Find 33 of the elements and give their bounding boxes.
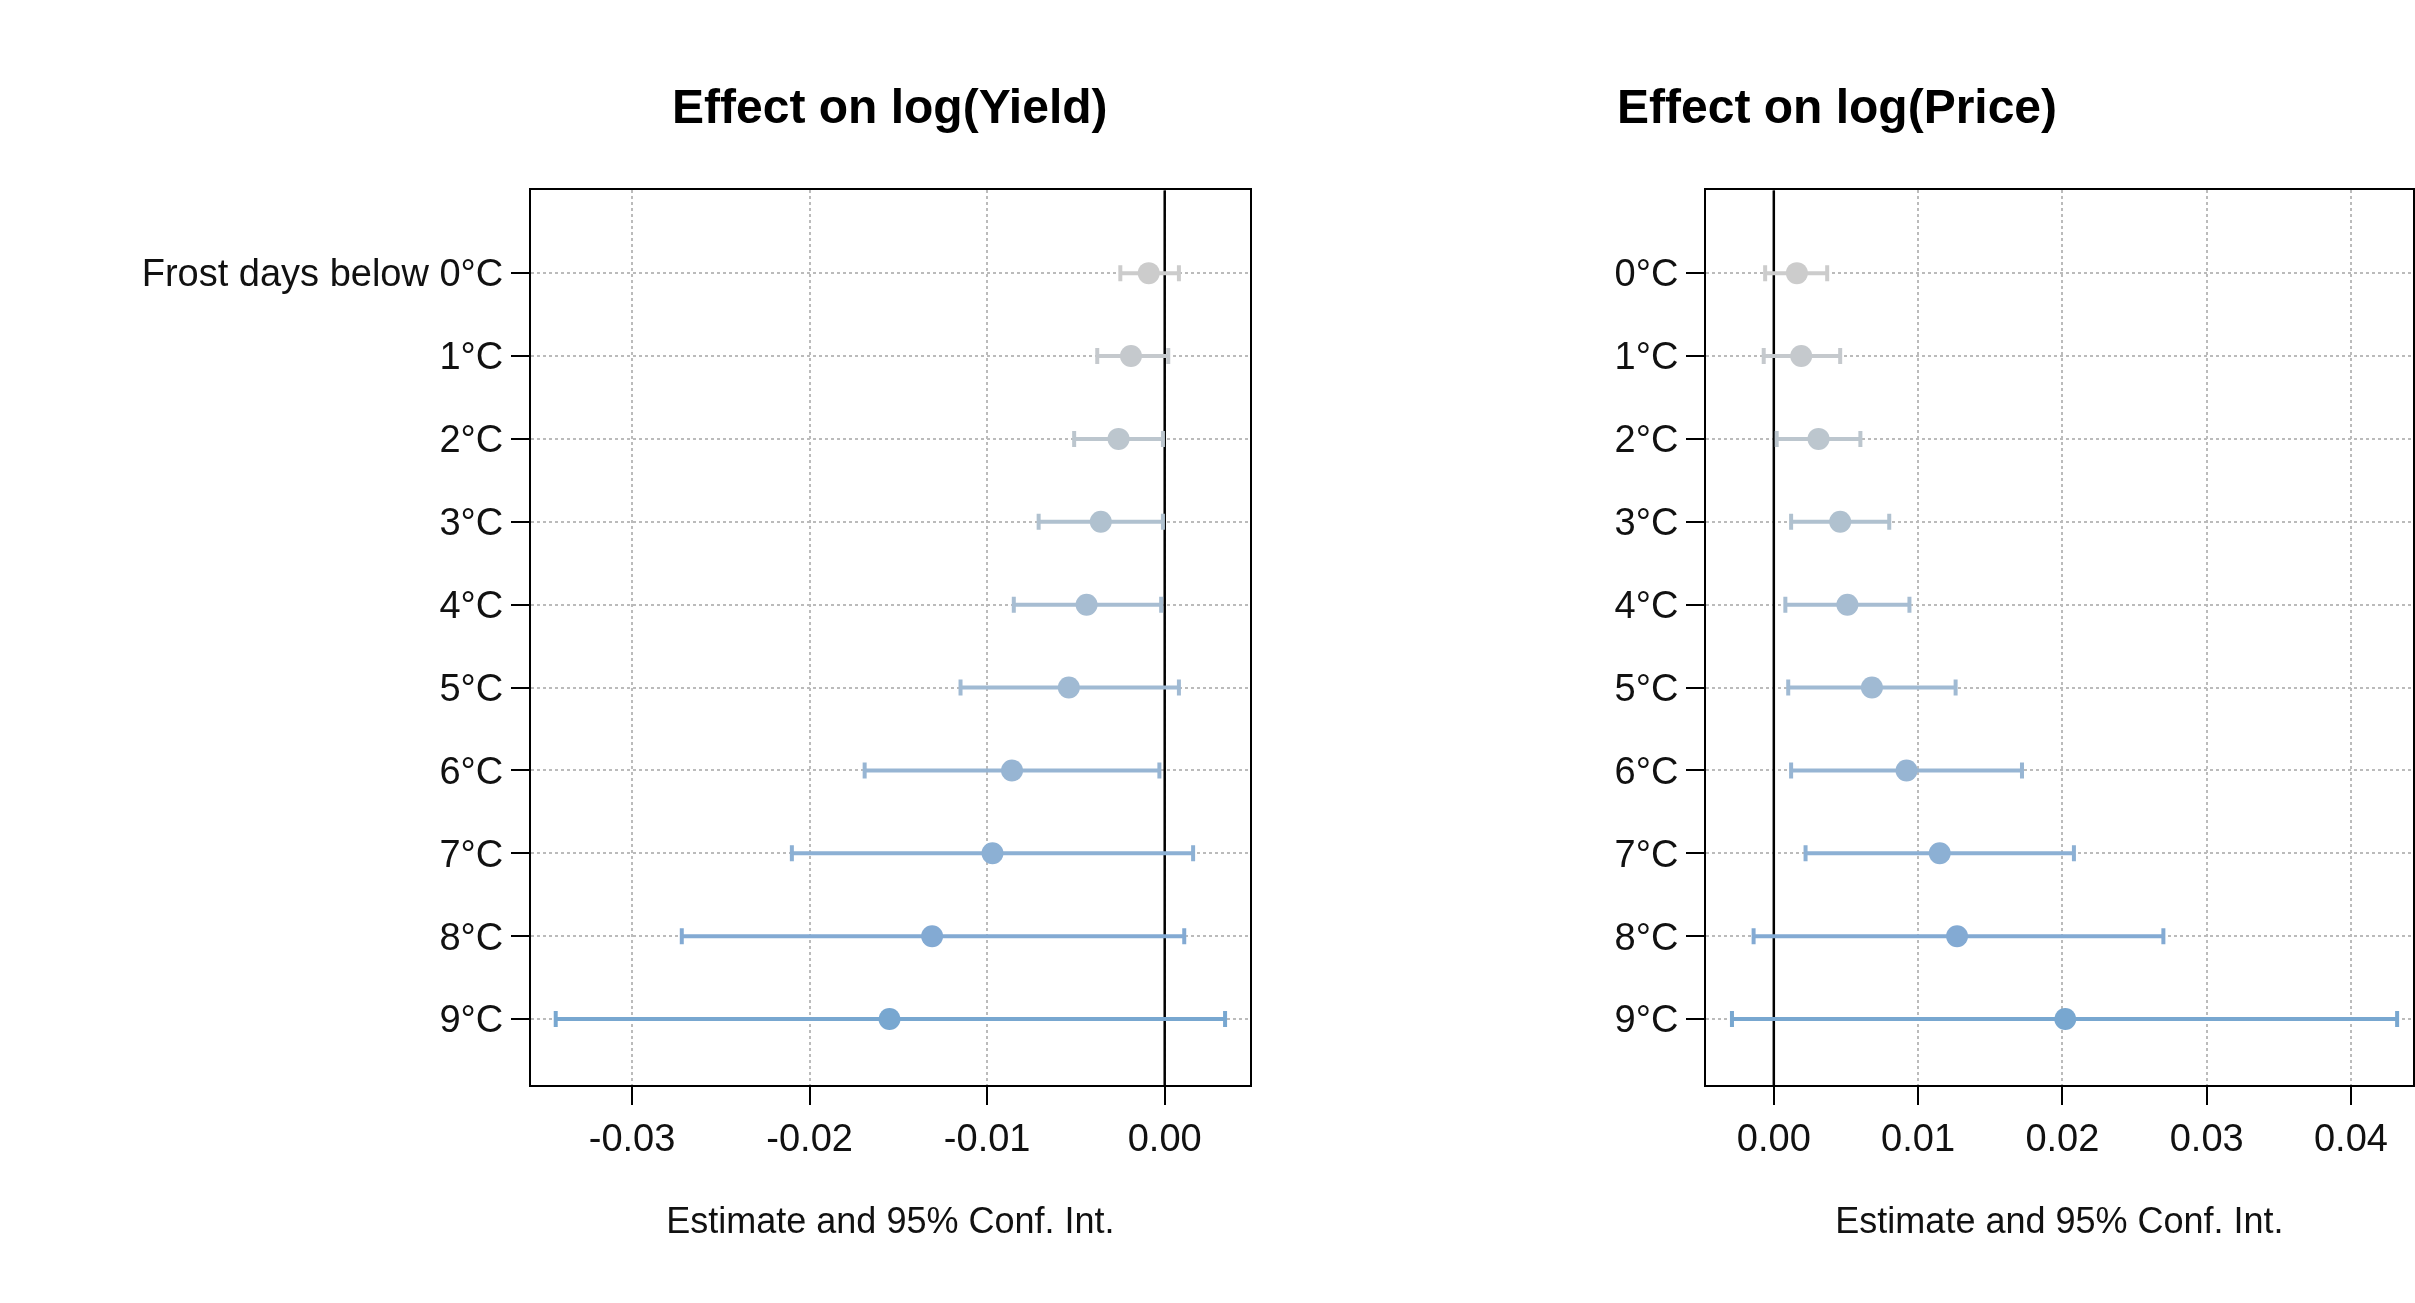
x-axis-title: Estimate and 95% Conf. Int. [1835,1200,2284,1242]
y-tick-label: 3°C [1614,501,1679,544]
y-tick-label: 5°C [1614,666,1679,709]
y-tick-label: 6°C [439,749,504,792]
x-axis-title: Estimate and 95% Conf. Int. [666,1200,1115,1242]
y-tick-label: 8°C [439,915,504,958]
x-tick-label: 0.03 [2169,1117,2244,1159]
y-tick-label: 3°C [439,501,504,544]
y-tick-label: Frost days below 0°C [141,252,504,295]
y-tick-label: 9°C [439,998,504,1041]
y-tick-label: 9°C [1614,998,1679,1041]
x-tick-label: -0.01 [943,1117,1031,1159]
x-tick-label: 0.02 [2025,1117,2100,1159]
x-tick-label: 0.01 [1881,1117,1956,1159]
y-tick-label: 7°C [1614,832,1679,875]
x-tick-label: 0.00 [1736,1117,1811,1159]
y-tick-label: 6°C [1614,749,1679,792]
x-tick-label: -0.02 [766,1117,853,1159]
x-tick-label: 0.00 [1127,1117,1202,1159]
y-tick-label: 4°C [439,583,504,626]
y-tick-label: 4°C [1614,583,1679,626]
y-tick-label: 5°C [439,666,504,709]
y-tick-label: 2°C [439,418,504,461]
y-tick-label: 2°C [1614,418,1679,461]
y-tick-label: 1°C [1614,335,1679,378]
x-tick-label: 0.04 [2313,1117,2388,1159]
y-tick-label: 8°C [1614,915,1679,958]
chart-title: Effect on log(Yield) [672,80,1108,133]
chart-title: Effect on log(Price) [1617,80,2058,133]
y-tick-label: 7°C [439,832,504,875]
x-tick-label: -0.03 [588,1117,676,1159]
y-tick-label: 1°C [439,335,504,378]
y-tick-label: 0°C [1614,252,1679,295]
